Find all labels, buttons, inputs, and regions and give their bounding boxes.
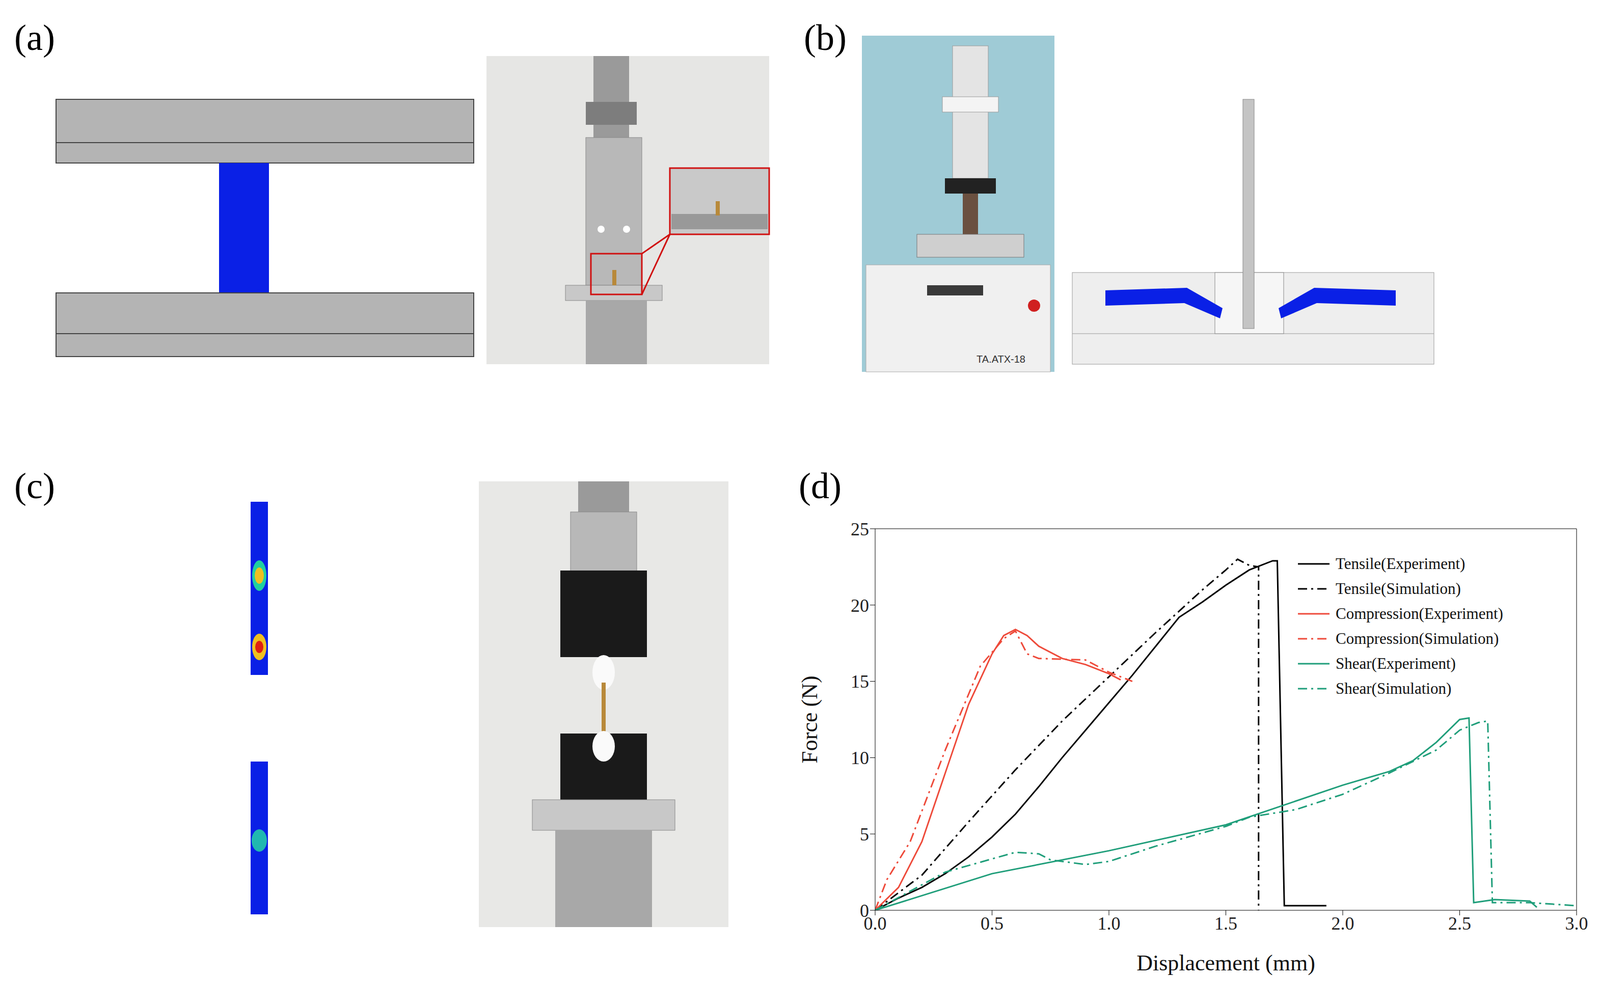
svg-text:2.5: 2.5 [1448,913,1472,934]
svg-text:5: 5 [859,824,870,845]
svg-text:3.0: 3.0 [1565,913,1589,934]
html-text:Tensile(Experiment): Tensile(Experiment) [1335,554,1466,573]
svg-text:0: 0 [859,900,870,921]
html-text:Shear(Experiment): Shear(Experiment) [1335,654,1456,673]
svg-text:10: 10 [850,747,870,769]
svg-text:0.0: 0.0 [863,913,887,934]
html-text:(b): (b) [803,17,847,59]
svg-text:1.5: 1.5 [1214,913,1238,934]
svg-text:20: 20 [850,595,870,616]
svg-text:15: 15 [850,671,870,692]
svg-text:Force (N): Force (N) [797,675,823,764]
svg-text:2.0: 2.0 [1331,913,1355,934]
html-text:Shear(Simulation): Shear(Simulation) [1335,679,1452,698]
svg-text:Displacement (mm): Displacement (mm) [1136,950,1316,976]
svg-text:TA.ATX-18: TA.ATX-18 [976,353,1026,365]
html-text:(c): (c) [14,465,55,507]
html-text:(a): (a) [14,17,55,59]
svg-text:25: 25 [850,519,870,540]
html-text:Compression(Simulation): Compression(Simulation) [1335,629,1499,648]
html-text:Tensile(Simulation): Tensile(Simulation) [1335,579,1461,598]
html-text:Compression(Experiment): Compression(Experiment) [1335,604,1504,623]
svg-text:1.0: 1.0 [1097,913,1121,934]
svg-text:0.5: 0.5 [980,913,1004,934]
html-text:(d): (d) [798,465,842,507]
